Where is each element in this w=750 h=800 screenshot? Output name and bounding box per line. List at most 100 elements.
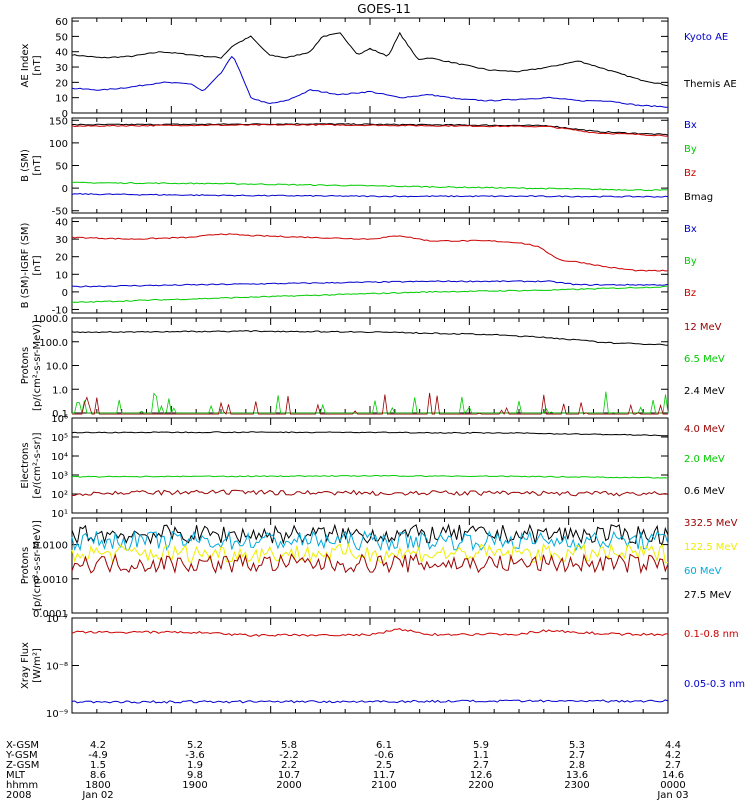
footer-cell: 2.5	[376, 760, 392, 771]
footer-cell: 2.7	[569, 750, 585, 761]
footer-cell: 2200	[468, 780, 493, 791]
y-axis-label: [nT]	[32, 255, 43, 275]
footer-cell: 2.2	[281, 760, 297, 771]
series-0-1-0-8-nm	[71, 628, 668, 637]
series-2-4-mev	[71, 330, 669, 346]
footer-cell: 2100	[371, 780, 396, 791]
legend-bz: Bz	[684, 288, 696, 299]
panel-5: 10¹ 10² 10³ 10⁴ 10⁵ 10⁶ Electrons [e/(cm²-s-sr)…	[20, 414, 725, 520]
y-axis-label: Protons	[20, 547, 31, 584]
y-axis-label: AE Index	[20, 43, 31, 87]
footer-cell: 1.1	[473, 750, 489, 761]
footer-cell: 0000	[660, 780, 685, 791]
y-axis-label: Xray Flux	[20, 642, 31, 689]
legend-12-mev: 12 MeV	[684, 322, 722, 333]
y-tick-label: 150	[49, 116, 68, 127]
series-4-0-mev	[71, 489, 669, 497]
series-2-0-mev	[71, 474, 669, 479]
y-axis-label: [p/(cm²-s-sr-MeV)]	[32, 520, 43, 611]
y-tick-label: 50	[55, 32, 68, 43]
legend-27-5-mev: 27.5 MeV	[684, 590, 731, 601]
y-axis-label: [e/(cm²-s-sr)]	[32, 432, 43, 498]
y-tick-label: 0.0010	[33, 575, 68, 586]
y-axis-label: [W/m²]	[32, 648, 43, 683]
series-themis-ae	[71, 31, 669, 87]
series-by	[71, 285, 669, 303]
footer-cell: 5.9	[473, 740, 489, 751]
footer-cell: 14.6	[662, 770, 684, 781]
y-tick-label: 10	[55, 270, 68, 281]
y-tick-label: 0	[62, 288, 68, 299]
footer-row-label: MLT	[6, 770, 26, 781]
footer-cell: -4.9	[88, 750, 108, 761]
y-tick-label: 10.0	[46, 362, 68, 373]
legend-2-4-mev: 2.4 MeV	[684, 386, 725, 397]
y-axis-label: Electrons	[20, 442, 31, 488]
y-tick-label: 50	[55, 162, 68, 173]
y-tick-label: -10	[52, 305, 68, 316]
y-tick-label: 100	[49, 139, 68, 150]
series-332-5-mev	[71, 552, 669, 575]
y-tick-label: 0.0001	[33, 609, 68, 620]
footer-cell: 5.3	[569, 740, 585, 751]
footer-cell: Jan 03	[656, 790, 688, 800]
legend-4-0-mev: 4.0 MeV	[684, 424, 725, 435]
legend-bx: Bx	[684, 120, 697, 131]
y-tick-label: 10⁻⁸	[46, 662, 68, 673]
legend-by: By	[684, 144, 697, 155]
series-60-mev	[71, 530, 669, 552]
y-tick-label: 10⁻⁷	[46, 614, 68, 625]
series-by	[71, 181, 669, 192]
footer-cell: Jan 02	[81, 790, 113, 800]
footer-cell: 1900	[182, 780, 207, 791]
y-tick-label: 10⁶	[51, 414, 68, 425]
y-tick-label: 10⁴	[51, 452, 68, 463]
series-floor-trace	[72, 391, 669, 415]
footer-cell: 13.6	[566, 770, 588, 781]
legend-0-1-0-8-nm: 0.1-0.8 nm	[684, 629, 739, 640]
y-tick-label: 10⁻⁹	[46, 709, 68, 720]
y-tick-label: 40	[55, 48, 68, 59]
footer-cell: 5.2	[187, 740, 203, 751]
y-tick-label: 10	[55, 94, 68, 105]
y-tick-label: 30	[55, 235, 68, 246]
footer-row-label: hhmm	[6, 780, 38, 791]
y-axis-label: B (SM)-IGRF (SM)	[20, 223, 31, 309]
legend-bmag: Bmag	[684, 192, 713, 203]
series-bz	[71, 233, 669, 272]
series-122-5-mev	[71, 542, 669, 565]
y-tick-label: 20	[55, 253, 68, 264]
panel-7: 10⁻⁹ 10⁻⁸ 10⁻⁷ Xray Flux [W/m²] 0.1-0.8 nm 0.0…	[20, 614, 745, 720]
footer-row-label: Y-GSM	[5, 750, 38, 761]
footer-row-label: X-GSM	[6, 740, 39, 751]
series-0-6-mev	[71, 431, 668, 437]
y-tick-label: 0.1	[52, 409, 68, 420]
series-0-05-0-3-nm	[71, 699, 669, 704]
y-tick-label: -50	[52, 207, 68, 218]
footer-cell: 6.1	[376, 740, 392, 751]
footer-cell: 12.6	[470, 770, 492, 781]
y-axis-label: B (SM)	[20, 149, 31, 182]
legend-122-5-mev: 122.5 MeV	[684, 542, 738, 553]
y-tick-label: 20	[55, 78, 68, 89]
y-axis-label: [p/(cm²-s-sr-MeV)]	[32, 320, 43, 411]
legend-332-5-mev: 332.5 MeV	[684, 518, 738, 529]
series-bx	[71, 280, 669, 288]
footer-row-label: Z-GSM	[6, 760, 39, 771]
y-axis-label: Protons	[20, 347, 31, 384]
figure-title: GOES-11	[357, 2, 411, 16]
y-tick-label: 10⁵	[51, 433, 68, 444]
footer-cell: 2300	[564, 780, 589, 791]
y-tick-label: 1.0	[52, 385, 68, 396]
plot-frame	[71, 217, 669, 314]
panel-1: 0 10 20 30 40 50 60 AE Index [nT] Kyoto AE Themis …	[20, 17, 737, 120]
legend-bx: Bx	[684, 224, 697, 235]
legend-0-6-mev: 0.6 MeV	[684, 486, 725, 497]
series-floor-trace	[72, 392, 668, 415]
legend-2-0-mev: 2.0 MeV	[684, 454, 725, 465]
y-tick-label: 60	[55, 17, 68, 28]
y-tick-label: 10³	[51, 471, 68, 482]
footer-cell: -0.6	[374, 750, 394, 761]
